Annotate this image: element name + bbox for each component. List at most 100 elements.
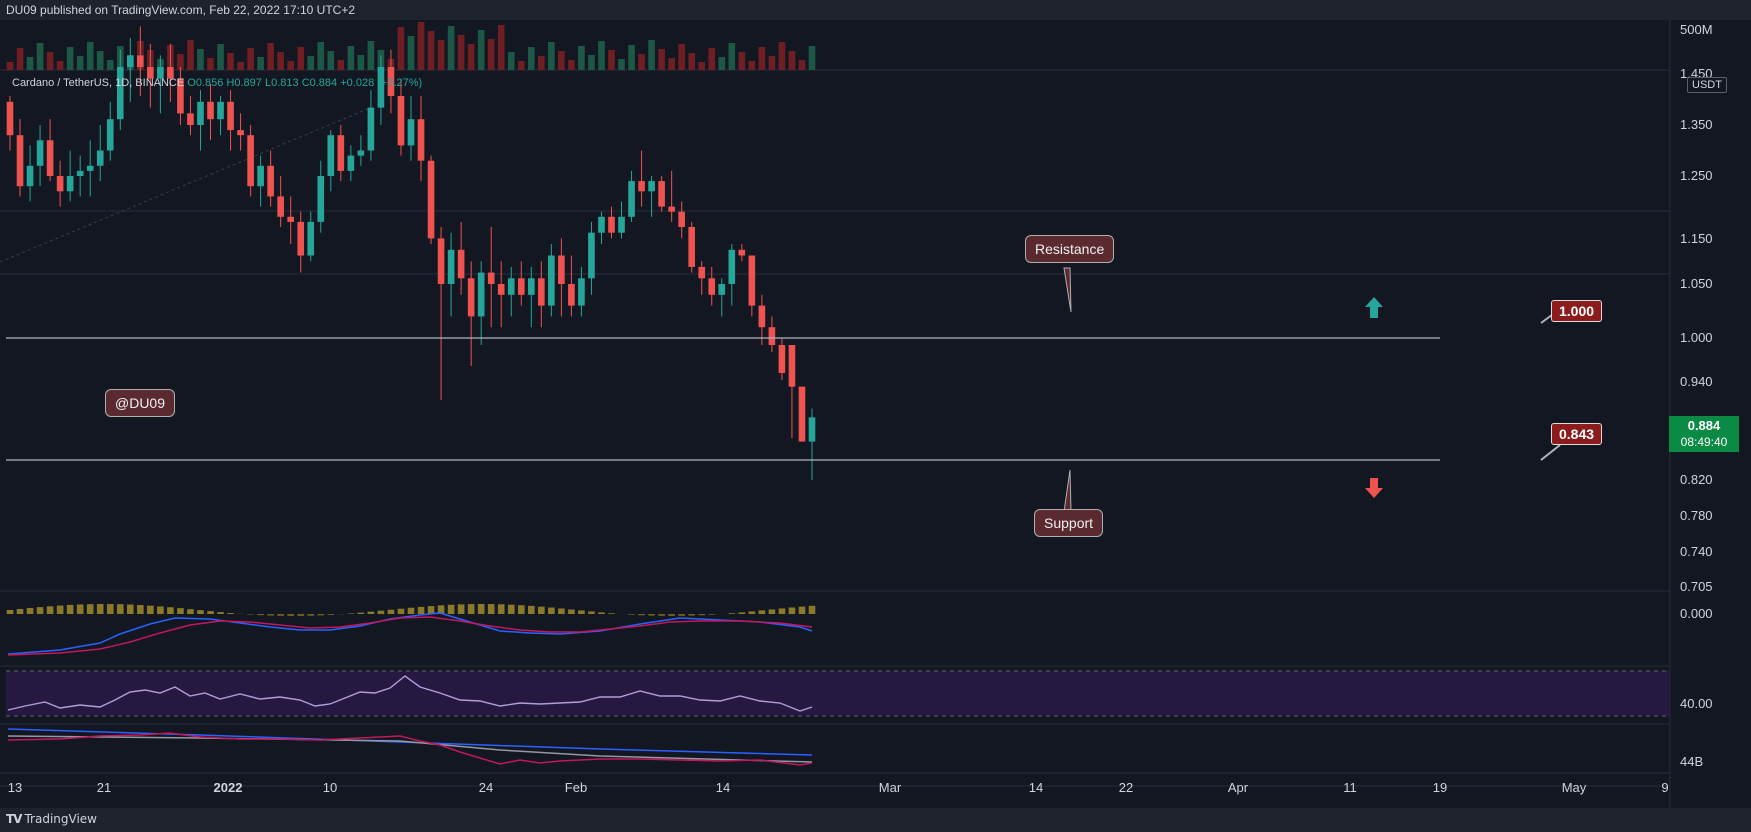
price-tick-label: 0.740	[1680, 544, 1713, 559]
candle	[207, 84, 214, 141]
volume-bar	[16, 48, 24, 70]
candle-body	[578, 278, 585, 306]
volume-bar	[447, 26, 455, 70]
candle	[417, 96, 425, 182]
time-tick-label: 10	[323, 780, 337, 795]
candle-body	[66, 176, 74, 192]
candle-body	[287, 216, 295, 222]
candle	[6, 96, 14, 151]
candle	[447, 232, 455, 317]
volume-bar	[718, 57, 726, 70]
candle-body	[467, 278, 475, 317]
volume-bar	[758, 47, 766, 70]
candle	[377, 55, 385, 125]
candle	[718, 278, 726, 317]
candle-body	[788, 345, 796, 387]
volume-bar	[247, 48, 254, 70]
macd-hist-bar	[56, 605, 64, 614]
volume-bar	[517, 61, 525, 70]
volume-bar	[6, 62, 14, 70]
candle-body	[648, 181, 655, 192]
level-high-tag[interactable]: 1.000	[1551, 300, 1603, 322]
price-tick-label: 1.150	[1680, 231, 1713, 246]
candle	[76, 155, 84, 197]
candle	[66, 150, 74, 202]
candle-body	[277, 196, 284, 217]
candle-body	[738, 249, 746, 256]
time-tick-label: 19	[1433, 780, 1447, 795]
macd-hist-bar	[217, 612, 224, 614]
candle-body	[588, 232, 595, 279]
candle	[588, 221, 595, 295]
candle-body	[598, 216, 605, 233]
macd-hist-bar	[106, 604, 114, 614]
candle	[618, 201, 625, 239]
candle-body	[36, 140, 44, 166]
candle	[808, 408, 816, 480]
candle-body	[437, 238, 445, 284]
candle-body	[317, 176, 325, 222]
macd-hist-bar	[307, 614, 315, 616]
candle	[407, 96, 415, 161]
macd-hist-bar	[708, 614, 716, 615]
macd-hist-bar	[788, 607, 796, 614]
macd-hist-bar	[437, 605, 445, 614]
candle-body	[407, 119, 415, 146]
candle	[728, 244, 736, 306]
macd-hist-bar	[387, 609, 395, 614]
volume-bar	[678, 44, 685, 70]
macd-hist-bar	[116, 604, 124, 614]
candle-body	[237, 130, 244, 136]
volume-bar	[467, 44, 475, 70]
price-tick-label: 0.705	[1680, 579, 1713, 594]
price-tick-label: 1.050	[1680, 276, 1713, 291]
candle	[347, 145, 355, 182]
time-tick-label: 14	[716, 780, 730, 795]
macd-hist-bar	[678, 614, 685, 616]
publish-info: DU09 published on TradingView.com, Feb 2…	[6, 3, 355, 17]
candle-body	[568, 284, 575, 306]
candle	[56, 160, 64, 207]
candle	[257, 155, 264, 207]
macd-hist-bar	[397, 608, 405, 614]
macd-hist-bar	[16, 609, 24, 614]
volume-bar	[407, 36, 415, 70]
volume-bar	[26, 57, 34, 70]
candle	[26, 145, 34, 202]
candle	[548, 244, 555, 317]
macd-hist-bar	[758, 610, 766, 614]
candle	[297, 211, 305, 273]
level-low-tag[interactable]: 0.843	[1551, 423, 1603, 445]
rsi-pane	[6, 670, 1670, 717]
support-label[interactable]: Support	[1034, 509, 1104, 537]
candle-body	[46, 140, 54, 176]
macd-hist-bar	[177, 608, 184, 614]
bar-countdown: 08:49:40	[1680, 435, 1728, 449]
candle-body	[116, 67, 124, 120]
price-chart[interactable]: 500M1.4501.3501.2501.1501.0501.0000.9400…	[0, 0, 1751, 808]
candle	[397, 78, 405, 156]
candle-body	[768, 327, 776, 345]
candlesticks	[6, 26, 816, 480]
macd-hist-bar	[287, 614, 295, 616]
legend-low: L0.813	[264, 77, 299, 89]
candle-body	[538, 278, 545, 306]
volume-bar	[317, 42, 325, 70]
candle	[467, 261, 475, 366]
candle	[227, 90, 234, 151]
tv-logo-icon: TV	[6, 812, 23, 826]
volume-bar	[798, 60, 806, 70]
macd-hist-bar	[46, 606, 54, 614]
candle-body	[76, 170, 84, 176]
macd-hist-bar	[527, 605, 535, 614]
resistance-label[interactable]: Resistance	[1025, 235, 1115, 263]
macd-line	[7, 612, 813, 655]
currency-unit[interactable]: USDT	[1687, 77, 1727, 93]
candle	[558, 238, 565, 317]
macd-hist-bar	[157, 606, 164, 614]
candle-body	[187, 113, 194, 125]
candle	[768, 316, 776, 352]
price-tick-label: 1.350	[1680, 117, 1713, 132]
volume-bar	[487, 39, 495, 70]
trendline	[0, 107, 371, 263]
